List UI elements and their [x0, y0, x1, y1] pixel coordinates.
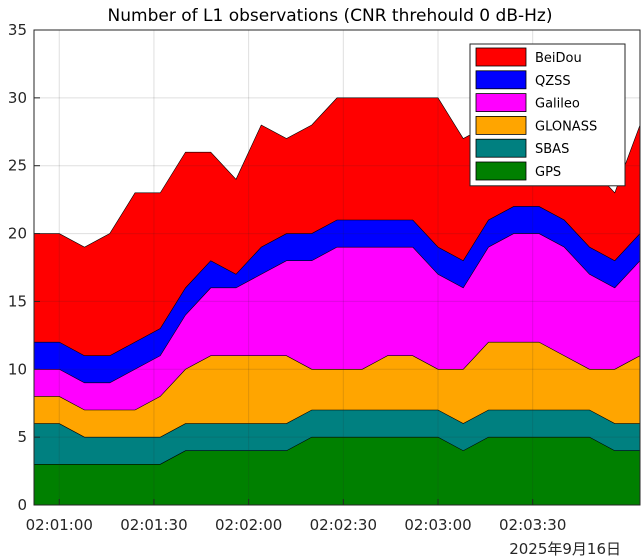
y-tick-label: 30	[8, 89, 27, 107]
y-tick-label: 25	[8, 157, 27, 175]
chart-title: Number of L1 observations (CNR threhould…	[108, 6, 553, 26]
legend-swatch-qzss	[475, 70, 527, 90]
legend-label-sbas: SBAS	[535, 142, 569, 157]
y-axis: 0 5 10 15 20 25 30 35	[8, 21, 40, 514]
x-axis: 02:01:00 02:01:30 02:02:00 02:02:30 02:03:00…	[26, 499, 566, 534]
x-tick-label: 02:02:30	[310, 516, 377, 534]
x-tick-label: 02:03:30	[499, 516, 566, 534]
plot-frame	[33, 29, 641, 506]
legend-label-glonass: GLONASS	[535, 119, 597, 134]
legend-swatch-glonass	[475, 116, 527, 135]
legend-swatch-galileo	[475, 93, 527, 112]
y-tick-label: 15	[8, 292, 27, 310]
legend-label-galileo: Galileo	[535, 97, 580, 112]
legend-label-beidou: BeiDou	[535, 51, 582, 66]
legend-label-gps: GPS	[535, 165, 561, 180]
legend: BeiDou QZSS Galileo GLONASS SBAS GPS	[469, 43, 626, 187]
x-tick-label: 02:01:30	[120, 516, 187, 534]
y-tick-label: 10	[8, 360, 27, 378]
legend-swatch-gps	[475, 161, 527, 181]
legend-swatch-beidou	[475, 47, 527, 67]
date-label: 2025年9月16日	[509, 540, 621, 558]
y-tick-label: 5	[17, 428, 27, 446]
x-tick-label: 02:02:00	[215, 516, 282, 534]
y-tick-label: 20	[8, 225, 27, 243]
y-tick-label: 0	[17, 496, 27, 514]
area-layers	[33, 97, 641, 506]
x-tick-label: 02:01:00	[26, 516, 93, 534]
legend-swatch-sbas	[475, 138, 527, 158]
area-gps	[33, 436, 641, 506]
x-tick-label: 02:03:00	[404, 516, 471, 534]
legend-label-qzss: QZSS	[535, 74, 571, 89]
y-tick-label: 35	[8, 21, 27, 39]
